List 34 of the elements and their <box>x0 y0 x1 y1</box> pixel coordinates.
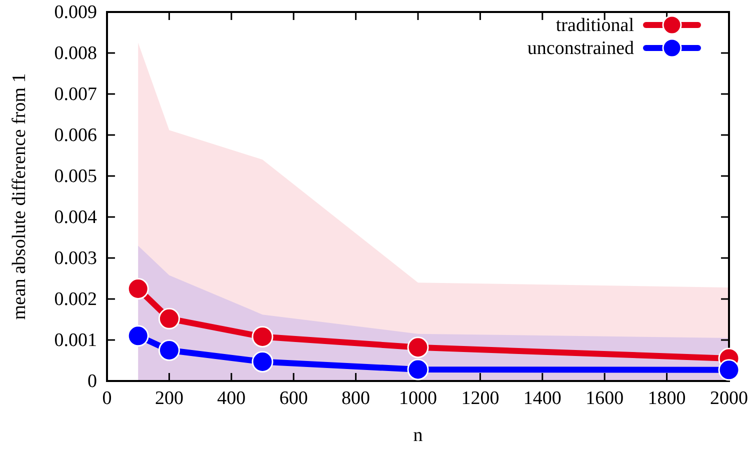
point <box>718 359 740 381</box>
x-tick-label: 1400 <box>523 388 562 409</box>
x-tick-label: 0 <box>102 388 112 409</box>
y-tick-label: 0.009 <box>54 2 97 23</box>
y-tick-label: 0 <box>88 371 97 392</box>
point <box>158 308 180 330</box>
point <box>252 350 274 372</box>
point <box>127 325 149 347</box>
x-tick-label: 2000 <box>710 388 748 409</box>
x-axis-title: n <box>413 425 424 446</box>
y-tick-label: 0.003 <box>54 248 97 269</box>
x-tick-label: 1600 <box>586 388 624 409</box>
y-tick-label: 0.007 <box>54 84 97 105</box>
y-tick-label: 0.005 <box>54 166 97 187</box>
y-tick-label: 0.004 <box>54 207 98 228</box>
x-tick-label: 600 <box>279 388 308 409</box>
point <box>407 358 429 380</box>
x-tick-label: 200 <box>154 388 184 409</box>
point <box>158 340 180 361</box>
x-tick-label: 1200 <box>461 388 500 409</box>
x-tick-label: 1800 <box>648 388 686 409</box>
point <box>127 278 149 300</box>
point <box>407 336 429 358</box>
y-axis-title: mean absolute difference from 1 <box>9 73 30 320</box>
legend-label: unconstrained <box>527 38 634 59</box>
point <box>252 326 274 348</box>
y-tick-label: 0.006 <box>54 125 97 146</box>
legend-label: traditional <box>556 15 634 36</box>
x-tick-label: 800 <box>342 388 370 409</box>
y-tick-label: 0.008 <box>54 43 97 64</box>
y-tick-label: 0.002 <box>54 289 97 310</box>
x-tick-label: 400 <box>217 388 246 409</box>
y-tick-label: 0.001 <box>54 330 97 351</box>
x-tick-label: 1000 <box>399 388 437 409</box>
